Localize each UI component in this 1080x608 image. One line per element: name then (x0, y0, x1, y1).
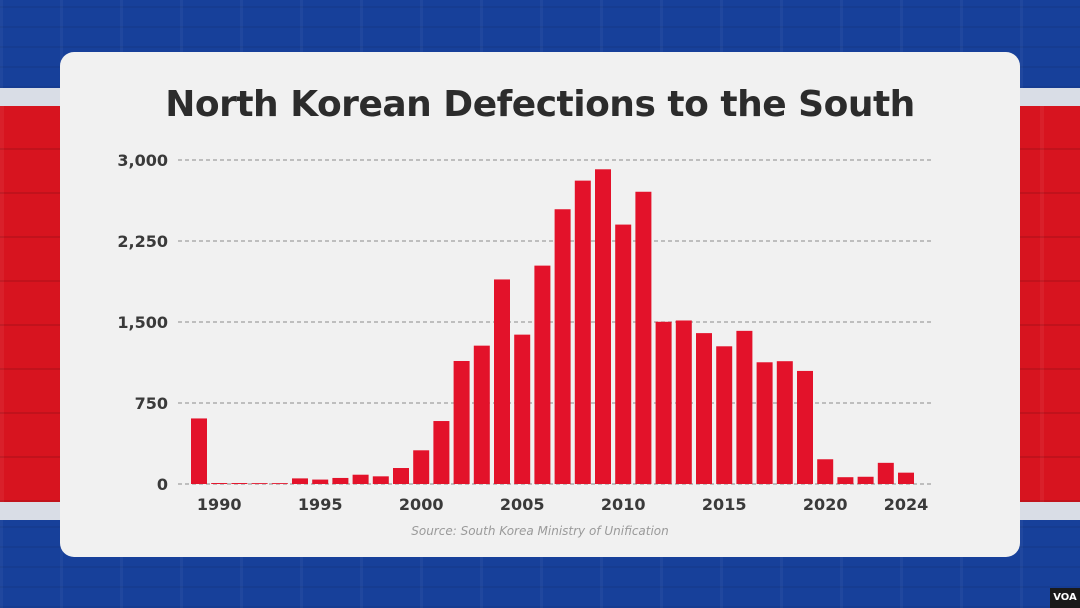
bar-2017 (756, 362, 773, 484)
bar-2005 (514, 334, 531, 484)
bar-1991 (231, 483, 248, 484)
y-axis-tick-labels: 0 750 1,500 2,250 3,000 (117, 151, 168, 494)
bar-1989 (191, 418, 207, 484)
y-tick-label: 750 (135, 394, 168, 413)
x-tick-label: 2005 (500, 495, 545, 514)
bar-1995 (312, 479, 329, 484)
bar-2007 (554, 209, 571, 485)
source-note: Source: South Korea Ministry of Unificat… (411, 524, 669, 538)
x-tick-label: 2020 (803, 495, 848, 514)
x-tick-label: 1990 (197, 495, 242, 514)
bar-2016 (736, 330, 753, 484)
bar-1996 (332, 477, 349, 484)
bar-2018 (776, 361, 793, 484)
bar-2000 (413, 450, 430, 484)
x-tick-label: 2010 (601, 495, 646, 514)
bar-1990 (211, 483, 228, 484)
bar-2011 (635, 191, 652, 484)
y-tick-label: 0 (157, 475, 168, 494)
y-tick-label: 1,500 (117, 313, 168, 332)
bar-2015 (716, 346, 733, 484)
bar-1993 (271, 483, 288, 484)
x-tick-label: 2015 (702, 495, 747, 514)
x-tick-label: 2000 (399, 495, 444, 514)
bar-2021 (837, 477, 854, 484)
x-axis-tick-labels: 1990 1995 2000 2005 2010 2015 2020 2024 (197, 495, 928, 514)
bar-2002 (453, 360, 470, 484)
bar-2004 (494, 279, 510, 484)
x-tick-label: 2024 (884, 495, 929, 514)
bar-2009 (595, 169, 611, 484)
y-tick-label: 2,250 (117, 232, 168, 251)
bar-2003 (473, 345, 490, 484)
bar-1992 (251, 483, 268, 484)
bar-2014 (696, 333, 712, 484)
bar-2019 (797, 370, 813, 484)
bar-2023 (877, 462, 894, 484)
bar-2020 (817, 459, 834, 484)
bar-1999 (393, 468, 409, 484)
bar-1997 (352, 474, 369, 484)
bar-2010 (615, 224, 632, 485)
bar-2022 (857, 476, 874, 484)
chart-title: North Korean Defections to the South (165, 84, 915, 125)
bar-2001 (433, 421, 450, 484)
y-tick-label: 3,000 (117, 151, 168, 170)
bar-1998 (372, 476, 389, 484)
bar-1994 (292, 478, 308, 484)
bar-2013 (675, 320, 692, 484)
bar-2012 (655, 321, 672, 484)
voa-logo: VOA (1050, 588, 1080, 608)
bar-2024 (898, 472, 914, 484)
bar-2006 (534, 265, 551, 484)
x-tick-label: 1995 (298, 495, 343, 514)
bar-2008 (574, 180, 591, 485)
bars (191, 169, 914, 485)
